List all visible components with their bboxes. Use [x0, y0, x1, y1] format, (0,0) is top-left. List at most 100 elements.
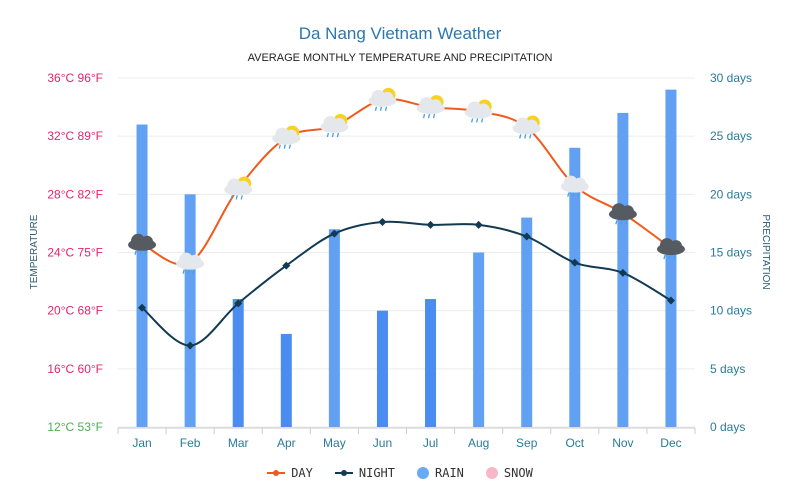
night-point	[282, 261, 291, 270]
cloud-shape	[419, 97, 434, 112]
cloud-shape	[285, 129, 298, 142]
rain-drop	[470, 118, 474, 123]
rain-drop	[524, 134, 527, 139]
x-tick-label: Aug	[468, 436, 489, 450]
x-tick-label: Mar	[228, 436, 249, 450]
night-point	[330, 229, 339, 238]
right-tick-label: 25 days	[710, 129, 752, 143]
cloud-shape	[669, 240, 682, 253]
x-tick-label: Nov	[612, 436, 633, 450]
night-point	[186, 341, 195, 350]
night-point	[426, 220, 435, 229]
day-line	[141, 98, 672, 266]
left-tick-label: 12°C 53°F	[47, 420, 103, 434]
rain-drop	[192, 269, 195, 274]
rain-drop	[374, 106, 378, 111]
rain-cloud-icon	[128, 233, 157, 255]
rain-drop	[379, 106, 383, 111]
rain-drop	[615, 220, 618, 225]
cloud-shape	[573, 177, 586, 190]
night-point	[522, 232, 531, 241]
left-tick-label: 36°C 96°F	[47, 71, 103, 85]
rain-drop	[134, 250, 137, 255]
sun-cloud-rain-icon	[320, 113, 349, 138]
sun-cloud-rain-icon	[224, 176, 253, 200]
cloud-shape	[515, 117, 530, 132]
x-tick-label: Oct	[565, 436, 584, 450]
legend-snow-label: SNOW	[503, 466, 533, 480]
rain-drop	[384, 106, 388, 111]
rain-bar	[521, 217, 533, 427]
cloud-shape	[179, 252, 194, 267]
night-point	[570, 258, 579, 267]
day-line-icon	[267, 470, 286, 476]
rain-bar	[473, 252, 485, 427]
cloud-shape	[333, 117, 346, 130]
legend-day-label: DAY	[291, 466, 313, 480]
rain-drop	[336, 132, 340, 138]
night-point	[378, 217, 387, 226]
rain-drop	[432, 113, 436, 119]
legend-snow[interactable]: SNOW	[485, 466, 533, 480]
rain-drop	[427, 113, 431, 119]
right-tick-label: 0 days	[710, 420, 745, 434]
rain-drop	[278, 144, 281, 149]
night-point	[138, 303, 147, 312]
rain-drop	[620, 220, 623, 225]
legend-rain[interactable]: RAIN	[417, 466, 464, 480]
rain-drop	[475, 118, 479, 123]
snow-dot-icon	[485, 467, 498, 479]
cloud-shape	[227, 178, 242, 193]
cloud-shape	[563, 175, 578, 190]
legend-night-label: NIGHT	[358, 466, 395, 480]
rain-bar	[328, 229, 340, 427]
rain-drop	[673, 254, 676, 260]
cloud-rain-icon	[176, 252, 205, 274]
cloud-shape	[371, 89, 386, 104]
rain-drop	[519, 134, 522, 139]
right-tick-label: 10 days	[710, 304, 752, 318]
legend-night[interactable]: NIGHT	[334, 466, 395, 480]
night-point	[474, 220, 483, 229]
rain-bar	[184, 194, 196, 427]
cloud-shape	[131, 233, 146, 248]
rain-drop	[144, 250, 147, 255]
x-tick-label: Jun	[373, 436, 392, 450]
chart-subtitle: AVERAGE MONTHLY TEMPERATURE AND PRECIPIT…	[247, 52, 553, 64]
cloud-shape	[323, 115, 338, 130]
rain-drop	[235, 195, 238, 200]
legend-day[interactable]: DAY	[267, 466, 313, 480]
cloud-shape	[381, 91, 394, 104]
x-tick-label: Sep	[516, 436, 538, 450]
left-tick-label: 16°C 60°F	[47, 362, 103, 376]
night-point	[618, 268, 627, 277]
rain-dot-icon	[417, 467, 429, 479]
x-tick-label: Feb	[180, 436, 201, 450]
sun-cloud-rain-icon	[272, 125, 301, 149]
rain-drop	[326, 132, 330, 138]
cloud-shape	[237, 180, 250, 193]
cloud-shape	[141, 235, 154, 248]
sun-cloud-rain-icon	[464, 99, 493, 123]
rain-drop	[577, 192, 580, 197]
rain-drop	[529, 134, 532, 139]
rain-drop	[240, 195, 243, 200]
sun-cloud-rain-icon	[416, 95, 445, 119]
left-tick-label: 28°C 82°F	[47, 187, 103, 201]
cloud-shape	[621, 205, 634, 218]
night-line	[141, 220, 672, 347]
x-tick-label: Jan	[132, 436, 151, 450]
x-tick-label: Apr	[277, 436, 296, 450]
cloud-shape	[189, 254, 202, 267]
rain-bar	[136, 124, 148, 428]
chart-title: Da Nang Vietnam Weather	[298, 24, 502, 43]
right-axis-label: PRECIPITATION	[760, 214, 771, 289]
rain-cloud-icon	[608, 203, 637, 225]
rain-drop	[572, 192, 575, 197]
cloud-shape	[477, 103, 490, 116]
x-tick-label: Jul	[423, 436, 438, 450]
cloud-shape	[275, 127, 290, 142]
right-tick-label: 15 days	[710, 246, 752, 260]
